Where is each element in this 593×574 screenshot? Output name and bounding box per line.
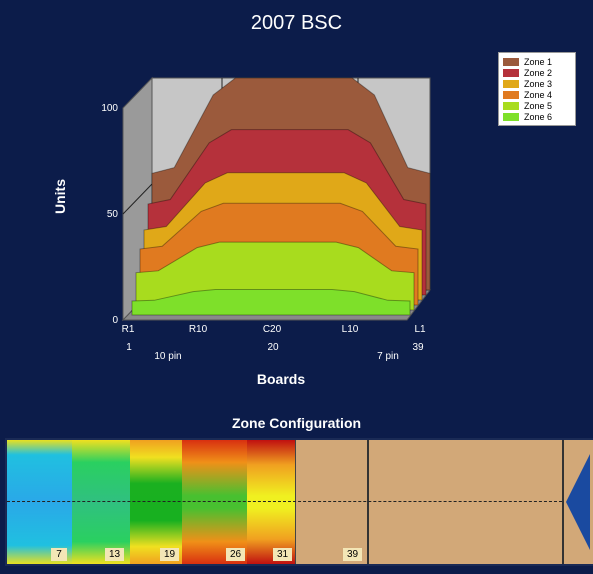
x-tick-label: L1 [414,324,426,335]
legend-label: Zone 4 [524,89,553,100]
legend-item: Zone 2 [503,67,571,78]
zone-strip-1 [7,440,72,564]
legend-item: Zone 4 [503,89,571,100]
board-label-1: 7 [51,548,67,561]
board-label-3: 19 [160,548,180,561]
board-label-4: 26 [226,548,246,561]
x-tick-label: C20 [263,324,282,335]
center-line [7,501,562,502]
zone-strip-6 [295,440,368,564]
y-tick-label: 100 [101,103,118,114]
legend-item: Zone 1 [503,56,571,67]
board-label-2: 13 [105,548,125,561]
legend-item: Zone 6 [503,111,571,122]
x-tick-label: L10 [342,324,359,335]
board-label-6: 39 [343,548,363,561]
x-tick-label: R1 [122,324,135,335]
x-board-number: 20 [267,342,279,353]
x-axis-label: Boards [257,371,305,387]
pin-deck-marker [566,454,590,550]
x-tick-label: R10 [189,324,208,335]
chart-3d-area: 0 50 100 R1 R10 C20 L10 L1 1 20 39 10 pin 7 pin Boar… [101,76,432,387]
chart-title: 2007 BSC [250,12,343,34]
zone-strip-5 [247,440,295,564]
legend-swatch [503,68,519,77]
legend-label: Zone 1 [524,56,553,67]
zone-strip-2 [72,440,130,564]
zone-strip-3 [130,440,182,564]
legend-label: Zone 2 [524,67,553,78]
legend-item: Zone 3 [503,78,571,89]
y-tick-label: 50 [107,209,119,220]
zone-configuration-title: Zone Configuration [231,415,362,431]
pin-label: 7 pin [377,351,399,362]
legend-swatch [503,90,519,99]
x-board-number: 39 [412,342,424,353]
pin-label: 10 pin [154,351,181,362]
legend-label: Zone 3 [524,78,553,89]
x-board-number: 1 [126,342,132,353]
legend-swatch [503,57,519,66]
legend-label: Zone 6 [524,111,553,122]
y-tick-label: 0 [112,315,118,326]
legend-item: Zone 5 [503,100,571,111]
area-series-6 [131,289,411,316]
legend-label: Zone 5 [524,100,553,111]
zone-strip-4 [182,440,247,564]
legend-swatch [503,79,519,88]
board-label-5: 31 [273,548,293,561]
zone-strip-lane [367,440,564,564]
y-axis-label: Units [52,179,68,214]
legend-swatch [503,101,519,110]
zone-configuration-panel: 7 13 19 26 31 39 [5,438,593,566]
legend-swatch [503,112,519,121]
chart-legend: Zone 1 Zone 2 Zone 3 Zone 4 Zone 5 Zone 6 [498,52,576,126]
